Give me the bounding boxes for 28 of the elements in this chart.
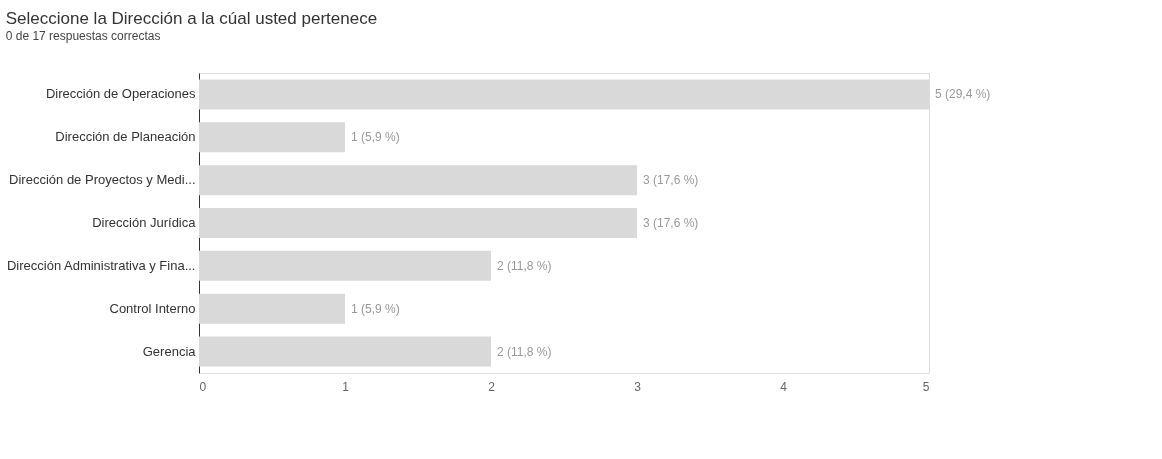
bar [199, 122, 345, 153]
data-label: 2 (11,8 %) [497, 344, 552, 359]
bar [199, 165, 637, 196]
x-tick-label: 4 [780, 379, 788, 394]
data-label: 1 (5,9 %) [351, 130, 400, 145]
data-label: 2 (11,8 %) [497, 258, 552, 273]
data-label: 3 (17,6 %) [643, 173, 699, 188]
y-tick-label: Dirección de Planeación [55, 129, 196, 145]
y-tick-label: Dirección Administrativa y Fina... [6, 257, 196, 273]
x-tick-label: 2 [488, 379, 496, 394]
bar [199, 336, 491, 367]
bar [199, 250, 491, 281]
data-label: 5 (29,4 %) [935, 87, 991, 102]
data-label: 1 (5,9 %) [351, 301, 400, 316]
y-tick-label: Dirección de Proyectos y Medi... [9, 172, 196, 188]
data-label: 3 (17,6 %) [643, 216, 699, 230]
bar [199, 208, 637, 238]
chart-title: Seleccione la Dirección a la cúal usted pertenece [5, 9, 378, 28]
x-tick-label: 1 [342, 379, 350, 394]
y-tick-label: Control Interno [109, 300, 196, 316]
bar [199, 293, 345, 324]
x-tick-label: 3 [634, 379, 642, 394]
x-tick-label: 5 [922, 379, 930, 394]
text: 0 de 17 respuestas correctas [5, 29, 161, 43]
y-tick-label: Gerencia [142, 343, 197, 359]
y-tick-label: Dirección de Operaciones [45, 86, 196, 102]
x-tick-label: 0 [199, 379, 207, 394]
y-tick-label: Dirección Jurídica [92, 215, 197, 230]
